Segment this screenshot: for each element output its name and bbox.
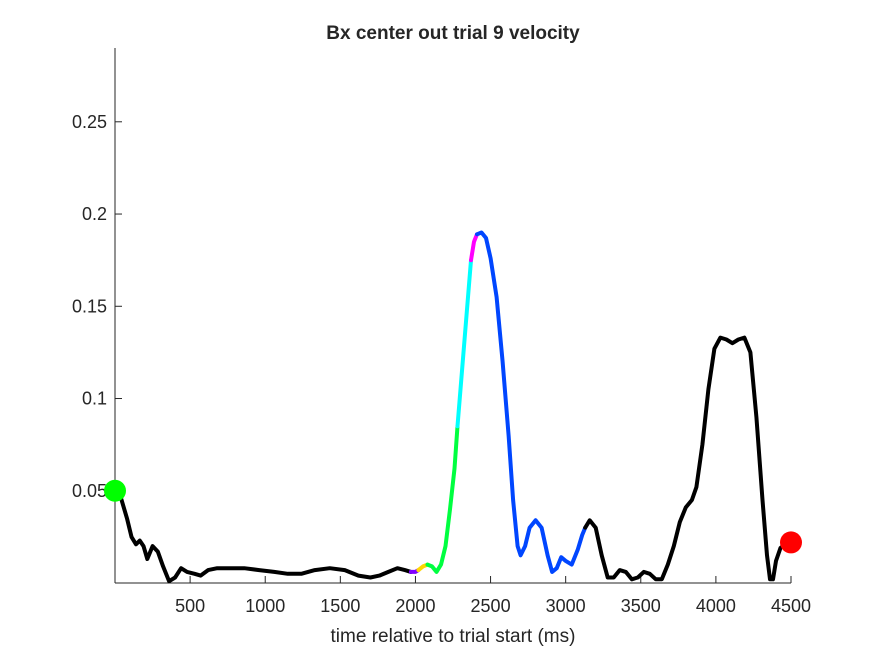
- x-tick-label: 2500: [471, 596, 511, 616]
- y-tick-label: 0.15: [72, 296, 107, 316]
- x-tick-label: 3500: [621, 596, 661, 616]
- velocity-segment-7: [475, 230, 588, 574]
- x-tick-label: 500: [175, 596, 205, 616]
- velocity-segment-8: [583, 335, 792, 582]
- y-tick-label: 0.05: [72, 481, 107, 501]
- velocity-segment-6: [469, 232, 479, 263]
- axes: 500 1000 1500 2000 2500 3000 3500 4000 4500 0.05 0…: [72, 48, 811, 616]
- marker-layer: [104, 479, 802, 554]
- x-tick-label: 1000: [245, 596, 285, 616]
- y-tick-label: 0.25: [72, 112, 107, 132]
- x-tick-label: 2000: [395, 596, 435, 616]
- chart-title: Bx center out trial 9 velocity: [326, 23, 580, 44]
- y-tick-label: 0.2: [82, 204, 107, 224]
- y-tick-label: 0.1: [82, 389, 107, 409]
- x-tick-label: 4000: [696, 596, 736, 616]
- end-marker: [780, 531, 802, 554]
- x-tick-label: 3000: [546, 596, 586, 616]
- series-layer: [113, 230, 792, 584]
- x-axis-label: time relative to trial start (ms): [331, 626, 576, 647]
- x-tick-label: 4500: [771, 596, 811, 616]
- start-marker: [104, 479, 126, 502]
- x-tick-label: 1500: [320, 596, 360, 616]
- velocity-segment-5: [455, 258, 473, 429]
- velocity-segment-4: [425, 424, 460, 574]
- velocity-segment-1: [113, 488, 413, 584]
